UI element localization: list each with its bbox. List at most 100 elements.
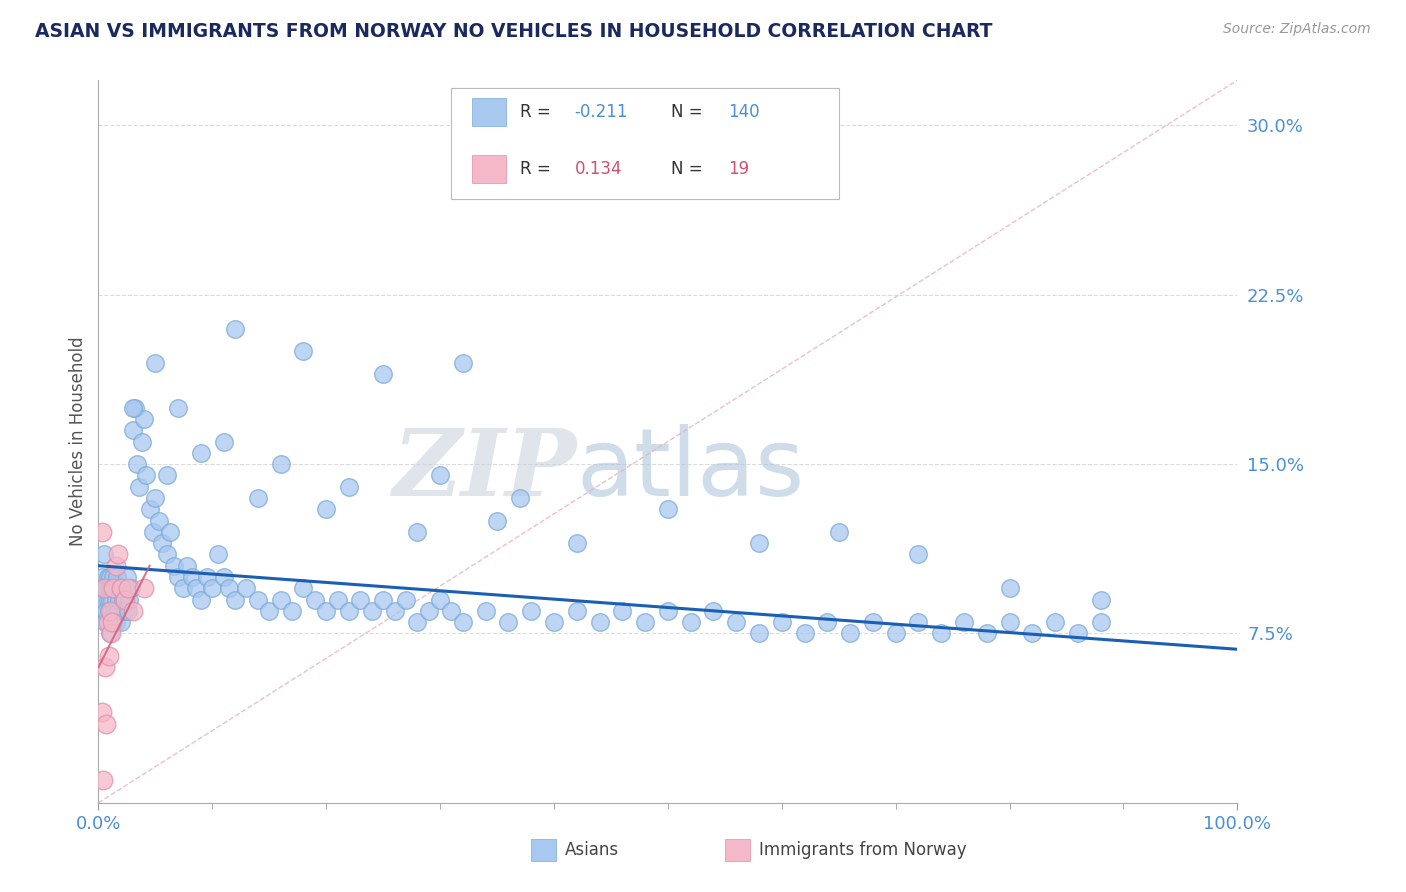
Point — [135, 468, 157, 483]
Point — [167, 570, 190, 584]
Point — [94, 660, 117, 674]
Point — [110, 615, 132, 630]
Point — [195, 570, 218, 584]
Point — [176, 558, 198, 573]
Point — [839, 626, 862, 640]
Point — [120, 582, 142, 596]
Text: ASIAN VS IMMIGRANTS FROM NORWAY NO VEHICLES IN HOUSEHOLD CORRELATION CHART: ASIAN VS IMMIGRANTS FROM NORWAY NO VEHIC… — [35, 22, 993, 41]
Point — [440, 604, 463, 618]
Point — [612, 604, 634, 618]
Point — [190, 592, 212, 607]
Point — [270, 592, 292, 607]
Point — [93, 582, 115, 596]
Point — [167, 401, 190, 415]
Point — [218, 582, 240, 596]
Point — [565, 604, 588, 618]
Point — [98, 570, 121, 584]
FancyBboxPatch shape — [451, 87, 839, 200]
Point — [1067, 626, 1090, 640]
Point — [907, 548, 929, 562]
Point — [292, 344, 315, 359]
Point — [498, 615, 520, 630]
Point — [862, 615, 884, 630]
Point — [1090, 615, 1112, 630]
Point — [270, 457, 292, 471]
Point — [588, 615, 610, 630]
Point — [212, 570, 235, 584]
Text: 140: 140 — [728, 103, 759, 121]
Point — [103, 582, 125, 596]
Point — [148, 514, 170, 528]
Point — [212, 434, 235, 449]
Point — [172, 582, 194, 596]
Point — [104, 592, 127, 607]
Point — [121, 604, 143, 618]
Text: N =: N = — [671, 103, 703, 121]
Text: 0.134: 0.134 — [575, 161, 621, 178]
Point — [486, 514, 509, 528]
Point — [96, 582, 118, 596]
Point — [97, 648, 120, 663]
Point — [117, 582, 139, 596]
Point — [145, 491, 167, 505]
Text: Asians: Asians — [565, 841, 620, 859]
Point — [657, 502, 679, 516]
Point — [105, 570, 128, 584]
Point — [115, 570, 138, 584]
Point — [679, 615, 702, 630]
Point — [101, 615, 124, 630]
Point — [142, 524, 165, 539]
Point — [429, 468, 451, 483]
Point — [132, 582, 155, 596]
Point — [337, 480, 360, 494]
Point — [100, 604, 122, 618]
Point — [180, 570, 202, 584]
Point — [543, 615, 565, 630]
Point — [509, 491, 531, 505]
Text: N =: N = — [671, 161, 703, 178]
Point — [828, 524, 851, 539]
Point — [748, 536, 770, 550]
Point — [190, 446, 212, 460]
Point — [360, 604, 382, 618]
Point — [998, 582, 1021, 596]
Point — [100, 582, 122, 596]
Point — [90, 706, 112, 720]
Point — [246, 592, 269, 607]
Point — [281, 604, 304, 618]
Point — [520, 604, 543, 618]
FancyBboxPatch shape — [725, 838, 749, 861]
Point — [156, 468, 179, 483]
Text: ZIP: ZIP — [392, 425, 576, 516]
Point — [103, 582, 125, 596]
Point — [235, 582, 257, 596]
Point — [121, 423, 143, 437]
Point — [976, 626, 998, 640]
Point — [259, 604, 281, 618]
Point — [145, 355, 167, 369]
Point — [100, 626, 122, 640]
Point — [124, 401, 146, 415]
Point — [770, 615, 793, 630]
Point — [96, 604, 118, 618]
Point — [201, 582, 224, 596]
Point — [108, 582, 131, 596]
Point — [349, 592, 371, 607]
Point — [107, 604, 129, 618]
Point — [326, 592, 349, 607]
Point — [1021, 626, 1043, 640]
Point — [98, 592, 121, 607]
Text: R =: R = — [520, 103, 551, 121]
Point — [103, 570, 125, 584]
Point — [112, 592, 135, 607]
Point — [159, 524, 181, 539]
Point — [107, 548, 129, 562]
Point — [186, 582, 208, 596]
Point — [292, 582, 315, 596]
Point — [451, 615, 474, 630]
Point — [104, 615, 127, 630]
Point — [224, 321, 246, 335]
Point — [108, 592, 131, 607]
Point — [105, 582, 128, 596]
Point — [91, 582, 114, 596]
